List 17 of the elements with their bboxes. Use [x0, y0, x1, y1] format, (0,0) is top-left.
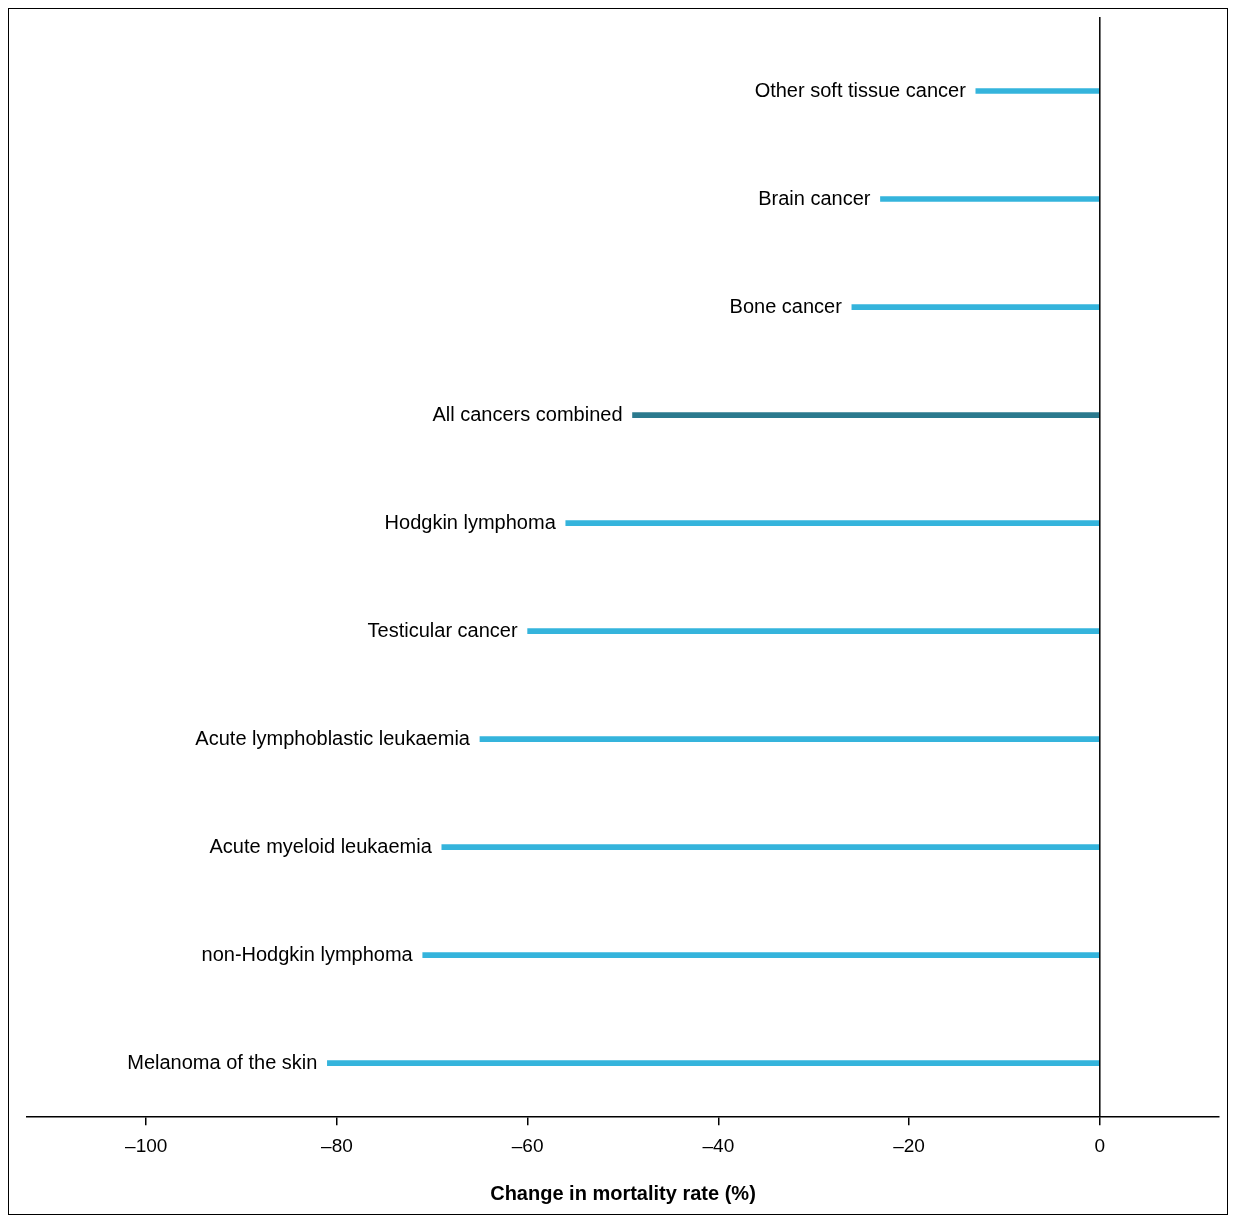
y-tick-label: All cancers combined	[432, 402, 623, 425]
x-tick-label: –20	[893, 1134, 925, 1156]
x-tick-label: –100	[125, 1134, 168, 1156]
x-tick-label: 0	[1094, 1134, 1106, 1156]
y-tick-label: Bone cancer	[729, 294, 843, 317]
y-tick-label: Acute myeloid leukaemia	[209, 834, 433, 857]
x-tick-label: –80	[321, 1134, 353, 1156]
y-tick-label: Other soft tissue cancer	[754, 78, 967, 101]
x-tick-label: –60	[511, 1134, 544, 1156]
x-axis-title: Change in mortality rate (%)	[490, 1181, 756, 1204]
y-tick-label: Brain cancer	[758, 186, 871, 209]
x-tick-label: –40	[702, 1134, 735, 1156]
y-tick-label: Testicular cancer	[367, 618, 518, 641]
y-tick-label: Acute lymphoblastic leukaemia	[195, 726, 471, 749]
y-tick-label: Hodgkin lymphoma	[384, 510, 557, 533]
y-tick-label: non-Hodgkin lymphoma	[201, 942, 414, 965]
y-tick-label: Melanoma of the skin	[127, 1050, 318, 1073]
